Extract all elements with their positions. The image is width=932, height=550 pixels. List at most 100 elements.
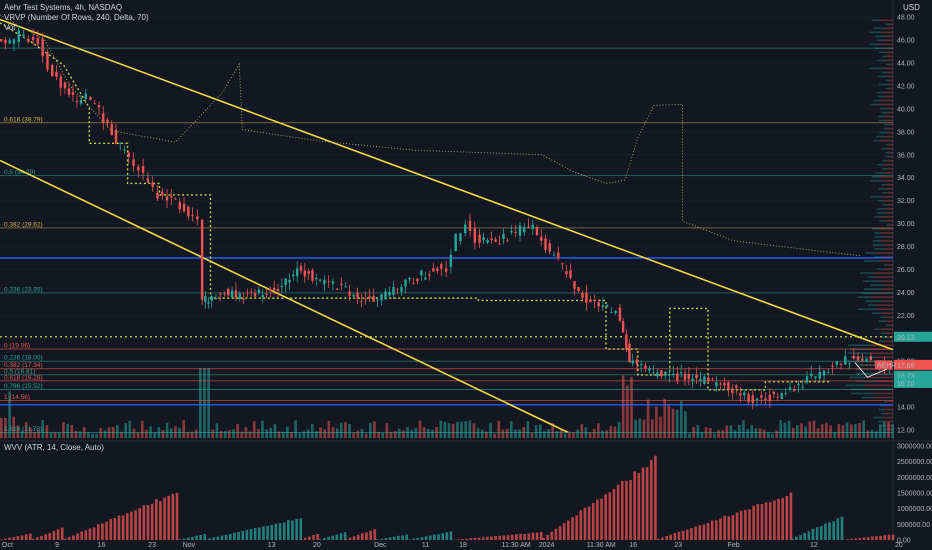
wvv-bar xyxy=(249,529,253,540)
volume-bar xyxy=(136,432,140,438)
candle-body xyxy=(110,123,113,135)
wvv-bar xyxy=(723,515,726,540)
volume-bar xyxy=(547,429,550,438)
wvv-bar xyxy=(785,496,789,540)
vrvp-bar-buy xyxy=(878,420,885,423)
candle-body xyxy=(376,299,379,301)
candle-body xyxy=(797,384,800,386)
candle-body xyxy=(331,281,335,284)
wvv-bar xyxy=(637,473,641,540)
y-tick-label: 40.00 xyxy=(897,106,915,113)
wvv-bar xyxy=(706,523,710,540)
vrvp-bar-buy xyxy=(878,320,886,323)
y-tick-label: 44.00 xyxy=(897,61,915,68)
vrvp-bar-sell xyxy=(884,95,893,98)
fib-level-label: 0.618 (38.79) xyxy=(4,116,43,123)
level-tag-top-bg xyxy=(894,331,932,342)
wvv-bar xyxy=(579,510,583,540)
wvv-bar xyxy=(339,533,343,540)
vrvp-bar-buy xyxy=(883,123,890,126)
fib-level-label: 0.236 (18.00) xyxy=(4,355,43,362)
candle-body xyxy=(597,302,600,307)
wvv-bar xyxy=(316,533,319,540)
y-tick-label: 28.00 xyxy=(897,244,915,251)
vrvp-bar-sell xyxy=(886,147,893,150)
candle-body xyxy=(261,295,264,298)
candle-body xyxy=(699,379,702,382)
candle-body xyxy=(852,355,856,359)
y-tick-label: 26.00 xyxy=(897,267,915,274)
wvv-bar xyxy=(461,539,464,540)
volume-bar xyxy=(257,429,260,438)
vrvp-bar-sell xyxy=(881,216,893,218)
vrvp-bar-buy xyxy=(877,95,885,98)
wvv-bar xyxy=(67,536,71,540)
vrvp-bar-buy xyxy=(877,75,887,78)
candle-body xyxy=(631,360,634,364)
vrvp-bar-sell xyxy=(877,103,893,106)
wvv-bar xyxy=(469,538,473,540)
candle-body xyxy=(93,103,96,105)
candle-body xyxy=(246,292,249,294)
vrvp-bar-sell xyxy=(873,272,893,274)
trend-line-lower xyxy=(0,159,569,433)
candle-body xyxy=(605,304,609,307)
vrvp-bar-buy xyxy=(874,328,881,331)
vrvp-bar-buy xyxy=(858,296,871,298)
candle-body xyxy=(610,312,613,313)
vrvp-bar-sell xyxy=(874,356,893,359)
volume-bar xyxy=(870,430,874,438)
vrvp-bar-sell xyxy=(881,99,893,102)
vrvp-bar-sell xyxy=(886,107,893,110)
volume-bar xyxy=(713,433,716,438)
wvv-bar xyxy=(807,531,811,540)
wvv-bar xyxy=(175,492,179,540)
vrvp-bar-buy xyxy=(870,284,884,286)
volume-bar xyxy=(302,431,306,438)
vrvp-bar-sell xyxy=(882,416,893,419)
vrvp-bar-buy xyxy=(885,155,890,158)
candle-body xyxy=(468,220,472,232)
vwap-dotted-curve xyxy=(0,14,862,257)
y-tick-label: 22.00 xyxy=(897,313,915,320)
volume-bar xyxy=(493,433,496,438)
vrvp-bar-buy xyxy=(879,131,888,134)
wvv-legend[interactable]: WVV (ATR, 14, Close, Auto) xyxy=(4,443,104,452)
wvv-bar xyxy=(287,520,290,540)
symbol-title[interactable]: Aehr Test Systems, 4h, NASDAQ xyxy=(4,3,123,12)
candle-body xyxy=(743,392,746,396)
volume-bar xyxy=(439,420,443,438)
volume-bar xyxy=(252,421,256,438)
wvv-bar xyxy=(40,535,43,540)
wvv-bar xyxy=(433,534,436,540)
vol-legend[interactable]: Vol xyxy=(4,23,16,32)
wvv-bar xyxy=(241,530,245,540)
volume-bar xyxy=(273,424,277,438)
wvv-bar xyxy=(428,535,432,540)
wvv-bar xyxy=(171,493,175,540)
candle-body xyxy=(182,203,186,212)
vrvp-bar-buy xyxy=(863,288,882,290)
volume-bar xyxy=(509,421,513,438)
volume-bar xyxy=(887,421,890,438)
volume-bar xyxy=(754,428,758,438)
vrvp-bar-sell xyxy=(881,196,893,198)
wvv-bar xyxy=(656,538,660,540)
volume-bar xyxy=(684,411,687,438)
wvv-bar xyxy=(142,505,146,540)
vrvp-legend[interactable]: VRVP (Number Of Rows, 240, Delta, 70) xyxy=(4,13,149,22)
vrvp-bar-buy xyxy=(860,272,874,274)
y-tick-label: 24.00 xyxy=(897,290,915,297)
volume-bar xyxy=(626,385,629,438)
wvv-bar xyxy=(356,534,360,540)
vrvp-bar-buy xyxy=(880,111,888,114)
volume-bar xyxy=(767,432,770,438)
wvv-bar xyxy=(245,529,249,540)
y-tick-label: 32.00 xyxy=(897,198,915,205)
wvv-bar xyxy=(702,524,706,540)
candle-body xyxy=(810,373,813,377)
volume-bar xyxy=(530,432,534,438)
candle-body xyxy=(63,82,67,89)
volume-bar xyxy=(866,430,870,438)
x-tick-label: 13 xyxy=(268,542,276,549)
